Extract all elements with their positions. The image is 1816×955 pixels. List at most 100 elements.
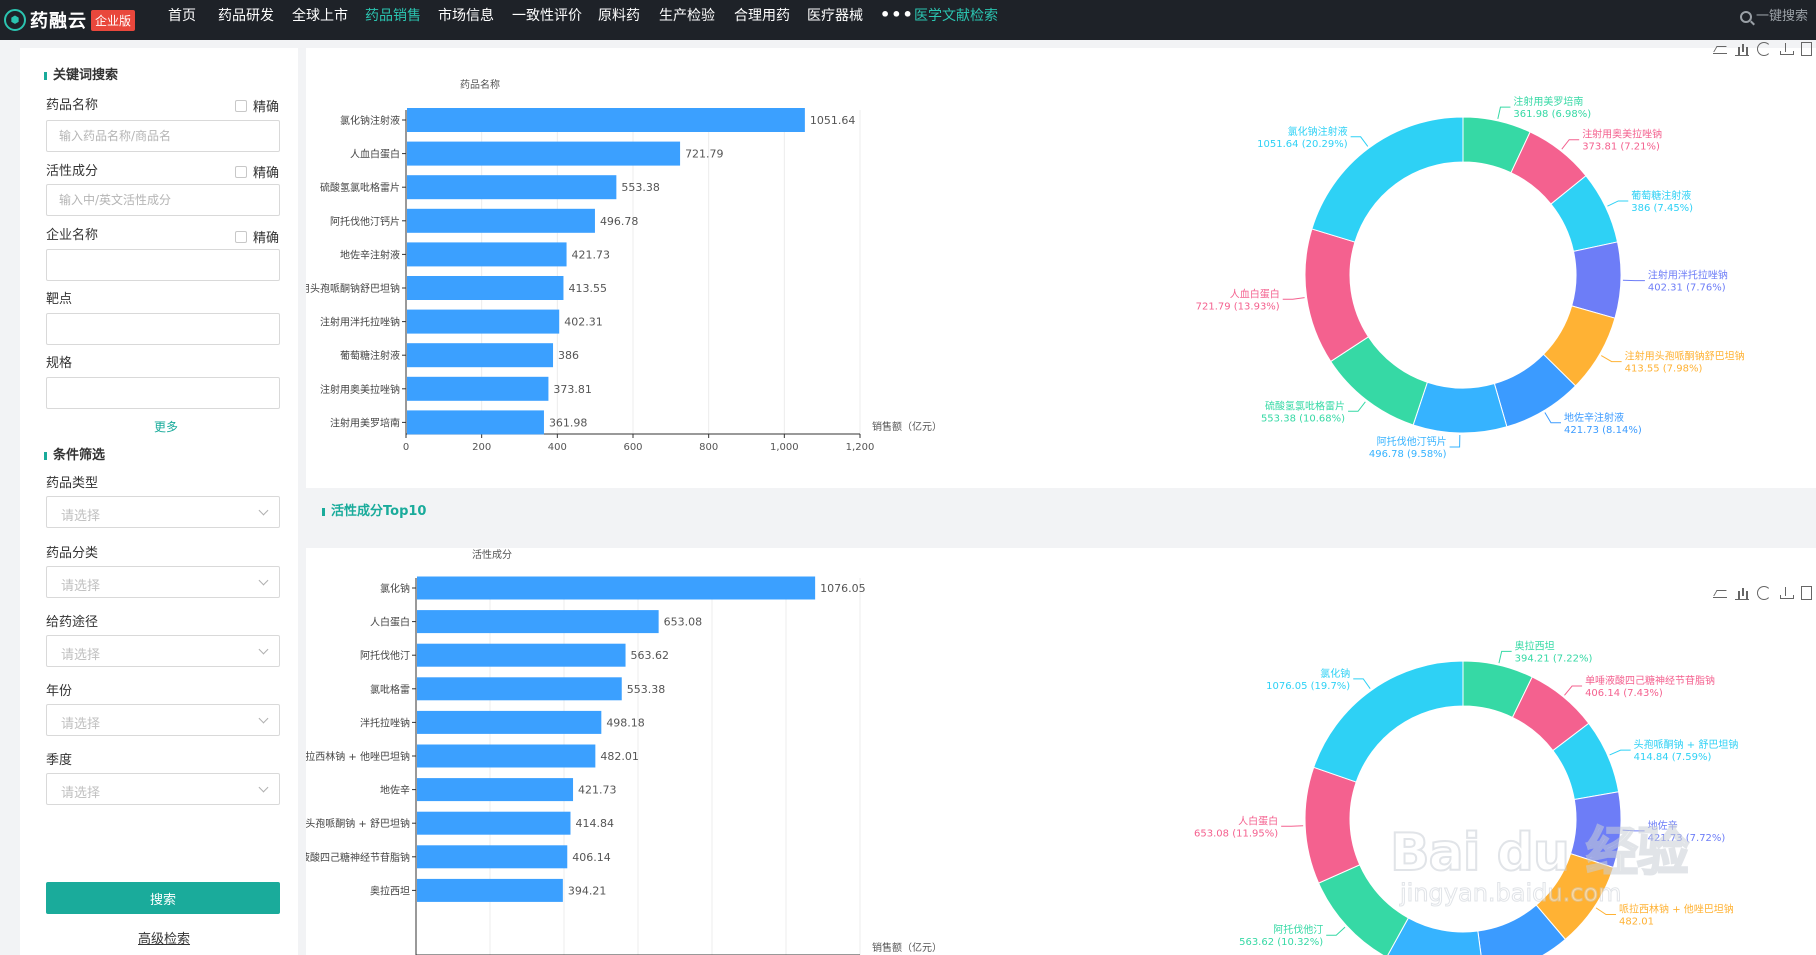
refresh-icon[interactable] [1757,586,1771,600]
filter-select-2[interactable]: 请选择 [46,635,280,667]
nav-item-4[interactable]: 市场信息 [438,8,494,24]
slice-name-label: 注射用美罗培南 [1513,95,1583,108]
filter-select-0[interactable]: 请选择 [46,496,280,528]
app-logo[interactable]: ⬢ 药融云 企业版 [4,6,136,34]
slice-value-label: 373.81 (7.21%) [1582,142,1660,153]
spec-input[interactable] [46,377,280,409]
bar [407,276,564,300]
nav-item-9[interactable]: 医疗器械 [807,8,863,24]
filter-select-3[interactable]: 请选择 [46,704,280,736]
chevron-down-icon [258,644,269,655]
x-axis-title: 销售额（亿元） [872,420,942,433]
logo-icon: ⬢ [4,9,26,31]
nav-item-6[interactable]: 原料药 [598,8,640,24]
slice-value-label: 496.78 (9.58%) [1369,449,1447,460]
y-axis-title: 活性成分 [472,548,512,561]
x-tick-label: 800 [699,442,718,453]
nav-more-button[interactable]: ••• [880,5,914,24]
top-navigation-bar: ⬢ 药融云 企业版 首页 药品研发 全球上市 药品销售 市场信息 一致性评价 原料药 生产检验… [0,0,1816,40]
nav-item-0[interactable]: 首页 [168,8,196,24]
category-label: 阿托伐他汀钙片 [330,215,400,228]
x-axis-title: 销售额（亿元） [872,941,942,954]
download-icon[interactable] [1779,586,1794,600]
nav-item-2[interactable]: 全球上市 [292,8,348,24]
leader-line [1353,678,1371,689]
bar-chart-icon[interactable] [1735,42,1749,56]
quick-search-label: 一键搜索 [1755,9,1808,24]
chevron-down-icon [258,575,269,586]
slice-value-label: 386 (7.45%) [1631,203,1693,214]
line-chart-icon[interactable] [1713,42,1727,56]
filter-select-4[interactable]: 请选择 [46,773,280,805]
exact-label: 精确 [253,166,280,181]
condition-filter-title: 条件筛选 [44,444,105,463]
target-label: 靶点 [46,292,73,307]
chart-toolbox [1713,42,1812,56]
leader-line [1607,200,1629,207]
data-label: 1051.64 [810,114,856,127]
bar [417,610,659,634]
slice-name-label: 阿托伐他汀 [1273,923,1323,936]
data-label: 498.18 [606,716,645,729]
nav-item-5[interactable]: 一致性评价 [512,8,582,24]
chevron-down-icon [258,782,269,793]
leader-line [1497,106,1511,119]
nav-item-7[interactable]: 生产检验 [659,8,715,24]
company-name-label: 企业名称 [46,228,99,243]
company-exact-checkbox[interactable]: 精确 [235,227,279,246]
select-placeholder: 请选择 [61,648,101,663]
bar [407,309,560,334]
bar [417,778,574,802]
slice-value-label: 563.62 (10.32%) [1239,937,1323,948]
data-view-icon[interactable] [1801,586,1812,600]
donut-slice [1571,241,1622,319]
data-label: 1076.05 [820,582,866,595]
active-ingredient-panel: 活性成分 销售额（亿元） 氯化钠 1076.05 人白蛋白 653.08 阿托伐他汀 563.… [306,548,1816,955]
bar-chart-icon[interactable] [1735,586,1749,600]
active-ingredient-exact-checkbox[interactable]: 精确 [235,162,279,181]
slice-name-label: 氯化钠注射液 [1288,125,1348,138]
exact-label: 精确 [253,100,280,115]
advanced-search-link[interactable]: 高级检索 [138,932,191,947]
data-label: 373.81 [553,383,592,396]
spec-label: 规格 [46,356,73,371]
category-label: 氯化钠注射液 [340,114,400,127]
bar [417,643,626,667]
more-fields-link[interactable]: 更多 [154,420,179,434]
donut-slice [1304,228,1370,363]
search-button[interactable]: 搜索 [46,882,280,914]
chevron-down-icon [258,505,269,516]
company-name-input[interactable] [46,249,280,281]
quick-search-button[interactable]: 一键搜索 [1739,0,1808,34]
select-placeholder: 请选择 [61,579,101,594]
slice-name-label: 单唾液酸四己糖神经节苷脂钠 [1585,674,1715,687]
drug-name-exact-checkbox[interactable]: 精确 [235,96,279,115]
bar [407,141,681,166]
line-chart-icon[interactable] [1713,586,1727,600]
bar [407,242,567,267]
watermark-logo: Bai du 经验 [1389,822,1690,884]
target-input[interactable] [46,313,280,345]
drug-name-input[interactable] [46,120,280,152]
data-label: 496.78 [600,215,639,228]
category-label: 人白蛋白 [370,616,410,629]
slice-name-label: 奥拉西坦 [1515,639,1555,652]
nav-item-literature-search[interactable]: 医学文献检索 [914,8,998,24]
slice-name-label: 地佐辛 [1648,819,1678,832]
nav-item-3[interactable]: 药品销售 [365,8,421,24]
refresh-icon[interactable] [1757,42,1771,56]
category-label: 地佐辛 [380,784,410,797]
filter-select-1[interactable]: 请选择 [46,566,280,598]
leader-line [1564,685,1583,696]
download-icon[interactable] [1779,42,1794,56]
nav-item-8[interactable]: 合理用药 [734,8,790,24]
data-view-icon[interactable] [1801,42,1812,56]
active-ingredient-input[interactable] [46,184,280,216]
search-icon [1739,11,1752,23]
slice-value-label: 394.21 (7.22%) [1515,653,1593,664]
slice-value-label: 406.14 (7.43%) [1585,688,1663,699]
checkbox-icon [235,99,247,112]
nav-item-1[interactable]: 药品研发 [218,8,274,24]
